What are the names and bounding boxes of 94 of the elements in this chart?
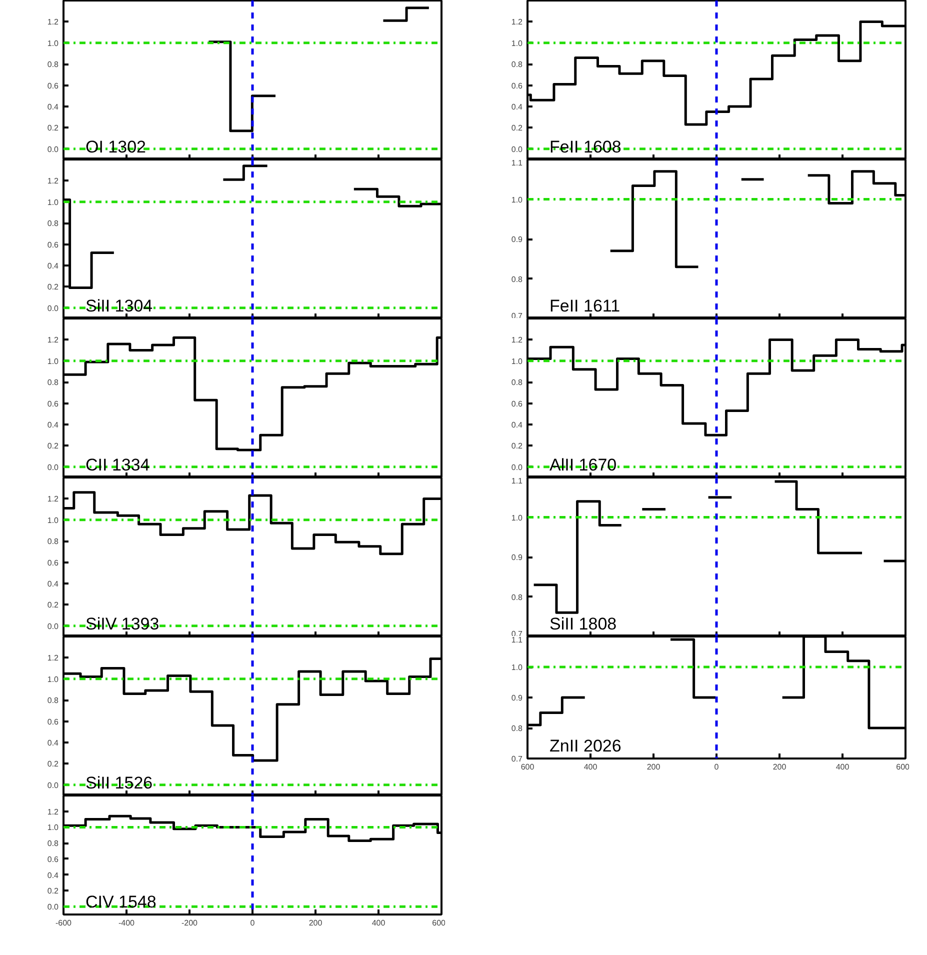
x-tick-label: 400: [836, 762, 850, 772]
y-tick-label: 1.2: [47, 654, 60, 663]
y-tick-label: 0.4: [47, 102, 60, 112]
x-tick-label: 0: [250, 918, 256, 928]
x-tick-label: 600: [896, 762, 910, 772]
y-tick-label: 0.8: [47, 378, 60, 388]
y-tick-label: 1.2: [511, 18, 524, 27]
y-tick-label: 1.0: [47, 198, 60, 207]
y-tick-label: 0.6: [47, 399, 60, 408]
annotation: FeII 1608: [550, 138, 622, 156]
y-tick-label: 1.1: [511, 158, 524, 168]
y-tick-label: 1.0: [511, 356, 524, 366]
y-tick-label: 0.0: [47, 144, 60, 154]
y-tick-label: 0.6: [47, 81, 60, 90]
y-tick-label: 1.0: [47, 823, 60, 832]
y-tick-label: 1.1: [511, 636, 524, 644]
y-tick-label: 0.6: [47, 717, 60, 726]
y-tick-label: 0.8: [511, 274, 524, 284]
y-tick-label: 0.6: [47, 240, 60, 250]
annotation: SiIV 1393: [86, 614, 160, 634]
y-tick-label: 1.2: [47, 18, 60, 27]
y-tick-label: 1.2: [47, 494, 60, 504]
annotation: CII 1334: [86, 456, 150, 474]
y-tick-label: 0.4: [511, 102, 524, 112]
y-tick-label: 0.9: [511, 553, 524, 562]
y-tick-label: 0.9: [511, 235, 524, 244]
y-tick-label: 0.4: [47, 420, 60, 430]
annotation: SiII 1304: [86, 296, 153, 316]
annotation: SiII 1526: [86, 774, 153, 792]
x-tick-label: 400: [372, 918, 386, 928]
y-tick-label: 0.6: [511, 399, 524, 408]
y-tick-label: 1.0: [511, 38, 524, 48]
y-tick-label: 0.0: [511, 144, 524, 154]
y-tick-label: 0.0: [511, 462, 524, 472]
y-tick-label: 0.0: [47, 304, 60, 313]
y-tick-label: 0.2: [511, 124, 524, 133]
annotation: OI 1302: [86, 138, 146, 156]
y-tick-label: 1.1: [511, 476, 524, 486]
annotation: AlII 1670: [550, 456, 617, 474]
y-tick-label: 0.0: [47, 902, 60, 912]
y-tick-label: 0.7: [511, 754, 524, 764]
y-tick-label: 0.2: [47, 282, 60, 292]
y-tick-label: 0.4: [47, 262, 60, 270]
x-tick-label: -600: [55, 918, 72, 928]
x-tick-label: 200: [308, 918, 323, 928]
y-tick-label: 1.0: [47, 356, 60, 366]
y-tick-label: 0.8: [47, 219, 60, 228]
x-tick-label: 200: [646, 762, 661, 772]
y-tick-label: 0.8: [47, 696, 60, 706]
y-tick-label: 0.0: [47, 622, 60, 631]
y-tick-label: 0.2: [511, 442, 524, 451]
y-tick-label: 0.6: [511, 81, 524, 90]
y-tick-label: 0.8: [511, 378, 524, 388]
y-tick-label: 1.0: [511, 513, 524, 522]
y-tick-label: 0.4: [47, 738, 60, 748]
y-tick-label: 1.0: [511, 663, 524, 672]
x-tick-label: 200: [772, 762, 787, 772]
y-tick-label: 1.0: [511, 195, 524, 204]
y-tick-label: 0.4: [47, 870, 60, 880]
annotation: ZnII 2026: [550, 736, 622, 756]
annotation: FeII 1611: [550, 296, 620, 316]
x-tick-label: 0: [714, 762, 720, 772]
y-tick-label: 0.8: [511, 60, 524, 70]
x-tick-label: 600: [520, 762, 535, 772]
x-tick-label: 600: [432, 918, 446, 928]
x-tick-label: -400: [118, 918, 136, 928]
y-tick-label: 1.2: [47, 807, 60, 816]
y-tick-label: 1.0: [47, 516, 60, 525]
y-tick-label: 0.2: [47, 600, 60, 610]
y-tick-label: 0.8: [511, 724, 524, 733]
y-tick-label: 0.8: [47, 60, 60, 70]
y-tick-label: 1.0: [47, 38, 60, 48]
y-tick-label: 0.2: [47, 442, 60, 451]
annotation: CIV 1548: [86, 892, 156, 912]
y-tick-label: 1.2: [511, 336, 524, 345]
x-tick-label: -200: [181, 918, 198, 928]
y-tick-label: 0.6: [47, 558, 60, 568]
y-tick-label: 0.6: [47, 854, 60, 864]
x-tick-label: 400: [584, 762, 598, 772]
y-tick-label: 0.9: [511, 694, 524, 702]
y-tick-label: 0.2: [47, 760, 60, 769]
y-tick-label: 0.2: [47, 124, 60, 133]
y-tick-label: 0.8: [47, 839, 60, 848]
y-tick-label: 0.4: [47, 580, 60, 588]
y-tick-label: 0.8: [47, 537, 60, 546]
y-tick-label: 1.2: [47, 176, 60, 186]
y-tick-label: 0.4: [511, 420, 524, 430]
y-tick-label: 0.0: [47, 780, 60, 790]
y-tick-label: 1.0: [47, 674, 60, 684]
y-tick-label: 0.2: [47, 886, 60, 896]
y-tick-label: 1.2: [47, 336, 60, 345]
y-tick-label: 0.0: [47, 462, 60, 472]
y-tick-label: 0.8: [511, 592, 524, 602]
annotation: SiII 1808: [550, 614, 617, 634]
